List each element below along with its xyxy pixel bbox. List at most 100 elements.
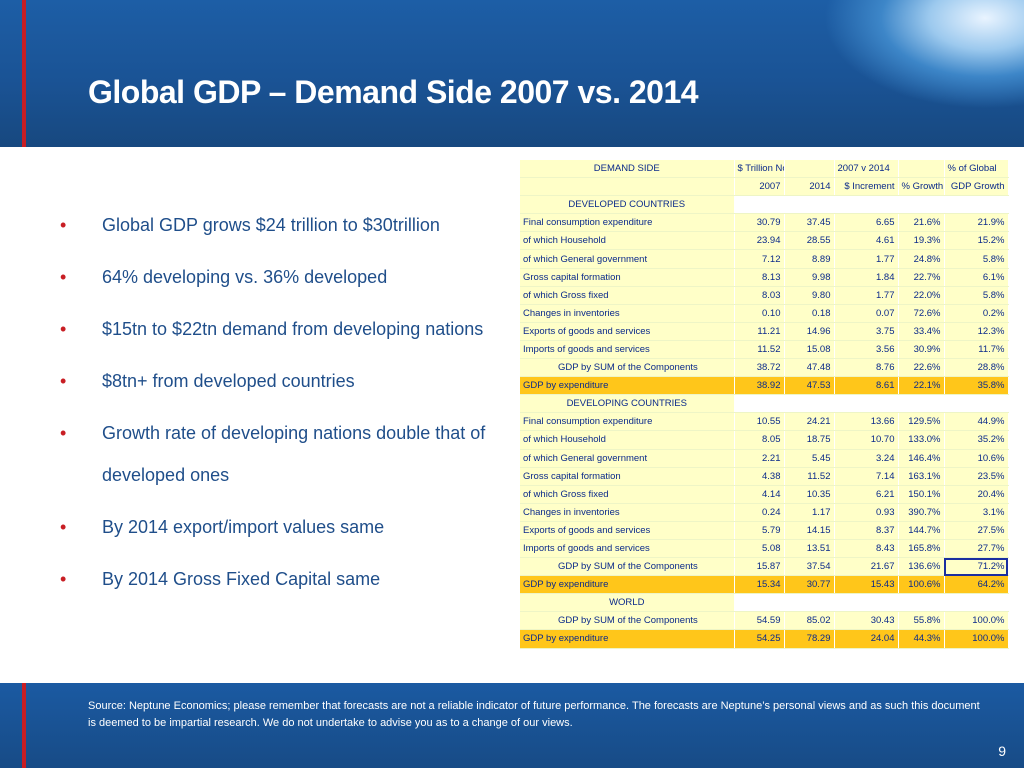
row-label: Gross capital formation xyxy=(520,268,735,287)
table-header-cell: $ Increment xyxy=(834,177,899,197)
row-label: GDP by expenditure xyxy=(520,629,735,649)
table-row: Exports of goods and services 5.79 14.15 8.… xyxy=(520,521,1009,540)
table-row: of which Gross fixed 4.14 10.35 6.21 150.1% 2… xyxy=(520,485,1009,504)
value-global-share: 6.1% xyxy=(944,268,1009,287)
value-2007: 15.34 xyxy=(734,575,785,595)
bullet-item: • $8tn+ from developed countries xyxy=(60,360,510,402)
table-section-header: DEVELOPING COUNTRIES xyxy=(520,394,1009,414)
row-label: of which Household xyxy=(520,430,735,450)
value-growth: 22.6% xyxy=(898,358,945,378)
bullet-marker: • xyxy=(60,319,67,339)
value-growth: 21.6% xyxy=(898,213,945,233)
value-growth: 146.4% xyxy=(898,449,945,468)
value-growth: 33.4% xyxy=(898,322,945,341)
value-2007: 11.21 xyxy=(734,322,785,341)
table-row: GDP by expenditure 15.34 30.77 15.43 100.6% 6… xyxy=(520,575,1009,595)
value-increment: 6.21 xyxy=(834,485,899,504)
table-row: GDP by expenditure 54.25 78.29 24.04 44.3% 10… xyxy=(520,629,1009,649)
table-row: Exports of goods and services 11.21 14.96 3… xyxy=(520,322,1009,341)
value-2014: 14.15 xyxy=(784,521,835,540)
value-2007: 0.24 xyxy=(734,503,785,522)
value-global-share: 0.2% xyxy=(944,304,1009,323)
value-increment: 0.07 xyxy=(834,304,899,323)
value-2014: 10.35 xyxy=(784,485,835,504)
value-global-share: 15.2% xyxy=(944,231,1009,251)
value-2014: 14.96 xyxy=(784,322,835,341)
value-growth: 22.0% xyxy=(898,286,945,305)
table-row: Gross capital formation 4.38 11.52 7.14 163.… xyxy=(520,467,1009,486)
value-2014: 28.55 xyxy=(784,231,835,251)
bullet-text: By 2014 export/import values same xyxy=(102,517,385,537)
value-increment: 0.93 xyxy=(834,503,899,522)
empty-cell xyxy=(834,195,899,215)
bullet-text: By 2014 Gross Fixed Capital same xyxy=(102,569,381,589)
section-title: WORLD xyxy=(520,593,735,613)
value-2014: 0.18 xyxy=(784,304,835,323)
source-disclaimer: Source: Neptune Economics; please rememb… xyxy=(88,700,980,729)
table-header-row: DEMAND SIDE$ Trillion Nominal GDP 2007 v … xyxy=(520,160,1009,179)
bullet-text: $8tn+ from developed countries xyxy=(102,371,355,391)
bullet-item: • Growth rate of developing nations doubl… xyxy=(60,412,510,496)
value-growth: 165.8% xyxy=(898,539,945,559)
row-label: Imports of goods and services xyxy=(520,340,735,360)
value-2007: 38.92 xyxy=(734,376,785,396)
table-row: of which Household 23.94 28.55 4.61 19.3% 15.… xyxy=(520,231,1009,251)
value-global-share: 64.2% xyxy=(944,575,1009,595)
value-increment: 3.75 xyxy=(834,322,899,341)
value-increment: 21.67 xyxy=(834,557,899,577)
empty-cell xyxy=(898,593,945,613)
table-header-cell: 2014 xyxy=(784,177,835,197)
value-2007: 54.25 xyxy=(734,629,785,649)
empty-cell xyxy=(834,593,899,613)
value-2014: 18.75 xyxy=(784,430,835,450)
value-increment: 8.37 xyxy=(834,521,899,540)
row-label: of which Gross fixed xyxy=(520,485,735,504)
empty-cell xyxy=(898,195,945,215)
row-label: Final consumption expenditure xyxy=(520,213,735,233)
value-growth: 19.3% xyxy=(898,231,945,251)
value-growth: 44.3% xyxy=(898,629,945,649)
table-row: of which General government 7.12 8.89 1.77 2… xyxy=(520,249,1009,269)
value-2014: 13.51 xyxy=(784,539,835,559)
footer-band: Source: Neptune Economics; please rememb… xyxy=(0,683,1024,768)
table-header-cell: 2007 v 2014 xyxy=(834,160,899,179)
value-global-share: 5.8% xyxy=(944,286,1009,305)
value-2007: 10.55 xyxy=(734,412,785,432)
row-label: Gross capital formation xyxy=(520,467,735,486)
value-global-share[interactable]: 71.2% xyxy=(944,557,1009,577)
value-2014: 15.08 xyxy=(784,340,835,360)
table-header-cell: % Growth xyxy=(898,177,945,197)
value-2014: 24.21 xyxy=(784,412,835,432)
value-increment: 8.61 xyxy=(834,376,899,396)
value-increment: 1.77 xyxy=(834,286,899,305)
value-growth: 129.5% xyxy=(898,412,945,432)
empty-cell xyxy=(898,394,945,414)
value-global-share: 11.7% xyxy=(944,340,1009,360)
value-2014: 47.48 xyxy=(784,358,835,378)
slide-title: Global GDP – Demand Side 2007 vs. 2014 xyxy=(88,74,699,110)
table-row: of which Household 8.05 18.75 10.70 133.0% 35… xyxy=(520,430,1009,450)
row-label: GDP by SUM of the Components xyxy=(520,557,735,577)
table-row: of which Gross fixed 8.03 9.80 1.77 22.0% 5.8… xyxy=(520,286,1009,305)
table-section-header: DEVELOPED COUNTRIES xyxy=(520,195,1009,215)
value-2014: 9.98 xyxy=(784,268,835,287)
table-row: GDP by expenditure 38.92 47.53 8.61 22.1% 35.… xyxy=(520,376,1009,396)
value-global-share: 100.0% xyxy=(944,629,1009,649)
empty-cell xyxy=(834,394,899,414)
table-header-cell: $ Trillion Nominal GDP xyxy=(734,160,785,179)
bullet-item: • Global GDP grows $24 trillion to $30tri… xyxy=(60,204,510,246)
value-2014: 47.53 xyxy=(784,376,835,396)
value-global-share: 20.4% xyxy=(944,485,1009,504)
value-growth: 150.1% xyxy=(898,485,945,504)
value-increment: 15.43 xyxy=(834,575,899,595)
row-label: of which Gross fixed xyxy=(520,286,735,305)
table-row: Imports of goods and services 5.08 13.51 8.… xyxy=(520,539,1009,559)
value-2014: 37.45 xyxy=(784,213,835,233)
bullet-item: • By 2014 Gross Fixed Capital same xyxy=(60,558,510,600)
value-2007: 11.52 xyxy=(734,340,785,360)
value-growth: 30.9% xyxy=(898,340,945,360)
value-increment: 10.70 xyxy=(834,430,899,450)
row-label: GDP by SUM of the Components xyxy=(520,358,735,378)
row-label: Exports of goods and services xyxy=(520,521,735,540)
value-growth: 144.7% xyxy=(898,521,945,540)
